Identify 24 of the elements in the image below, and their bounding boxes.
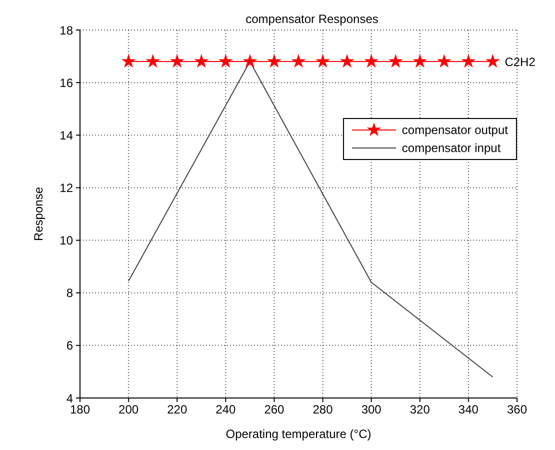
- y-tick-label: 14: [60, 128, 74, 142]
- annotation: C2H2: [504, 54, 536, 69]
- x-tick-label: 340: [458, 402, 479, 417]
- y-tick-label: 4: [66, 391, 74, 406]
- x-tick-label: 240: [216, 402, 236, 417]
- x-tick-label: 360: [506, 402, 528, 417]
- y-tick-label: 8: [66, 286, 74, 300]
- legend-label: compensator input: [402, 141, 501, 155]
- y-tick-label: 6: [66, 338, 74, 353]
- x-tick-label: 320: [410, 402, 430, 417]
- y-axis-title: Response: [31, 186, 46, 242]
- x-tick-label: 180: [70, 402, 90, 417]
- x-tick-label: 200: [118, 402, 139, 417]
- x-tick-label: 300: [361, 402, 382, 417]
- y-tick-label: 12: [60, 180, 74, 195]
- y-tick-label: 16: [60, 76, 74, 90]
- chart-title: compensator Responses: [244, 12, 380, 26]
- y-tick-label: 18: [60, 23, 74, 38]
- x-tick-label: 280: [312, 402, 334, 417]
- legend-label: compensator output: [402, 123, 508, 137]
- x-tick-label: 260: [264, 402, 285, 417]
- y-tick-label: 10: [60, 234, 74, 248]
- x-axis-title: Operating temperature (°C): [226, 427, 372, 441]
- x-tick-label: 220: [167, 402, 188, 417]
